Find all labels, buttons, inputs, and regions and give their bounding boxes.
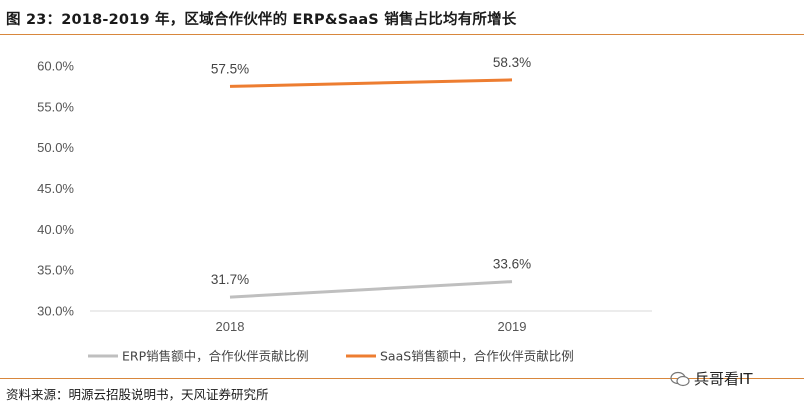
y-tick-label: 60.0% — [37, 59, 74, 74]
series-line-saas — [229, 78, 513, 88]
y-tick-label: 30.0% — [37, 304, 74, 319]
series-line-erp — [229, 280, 513, 299]
title-divider — [0, 34, 804, 35]
data-label: 58.3% — [493, 55, 531, 70]
x-tick-label: 2018 — [216, 319, 245, 334]
line-chart: 30.0% 35.0% 40.0% 45.0% 50.0% 55.0% 60.0% 2018… — [37, 55, 652, 364]
x-tick-label: 2019 — [498, 319, 527, 334]
data-label: 33.6% — [493, 257, 531, 272]
source-note: 资料来源：明源云招股说明书，天风证券研究所 — [6, 387, 269, 402]
legend: ERP销售额中，合作伙伴贡献比例 SaaS销售额中，合作伙伴贡献比例 — [88, 349, 574, 364]
legend-label: SaaS销售额中，合作伙伴贡献比例 — [380, 349, 574, 364]
y-tick-label: 35.0% — [37, 263, 74, 278]
data-labels: 31.7% 33.6% 57.5% 58.3% — [211, 55, 531, 287]
data-label: 57.5% — [211, 61, 249, 76]
y-tick-label: 55.0% — [37, 99, 74, 114]
y-axis-ticks: 30.0% 35.0% 40.0% 45.0% 50.0% 55.0% 60.0% — [37, 59, 74, 319]
source-divider — [0, 378, 804, 379]
watermark-text: 兵哥看IT — [694, 370, 753, 388]
series-lines — [229, 78, 513, 299]
y-tick-label: 50.0% — [37, 140, 74, 155]
chart-title: 图 23：2018-2019 年，区域合作伙伴的 ERP&SaaS 销售占比均有… — [6, 12, 517, 28]
data-label: 31.7% — [211, 272, 249, 287]
legend-label: ERP销售额中，合作伙伴贡献比例 — [122, 349, 309, 364]
x-axis-ticks: 2018 2019 — [216, 319, 527, 334]
y-tick-label: 45.0% — [37, 181, 74, 196]
y-tick-label: 40.0% — [37, 222, 74, 237]
wechat-icon — [670, 371, 690, 386]
watermark: 兵哥看IT — [670, 368, 753, 389]
